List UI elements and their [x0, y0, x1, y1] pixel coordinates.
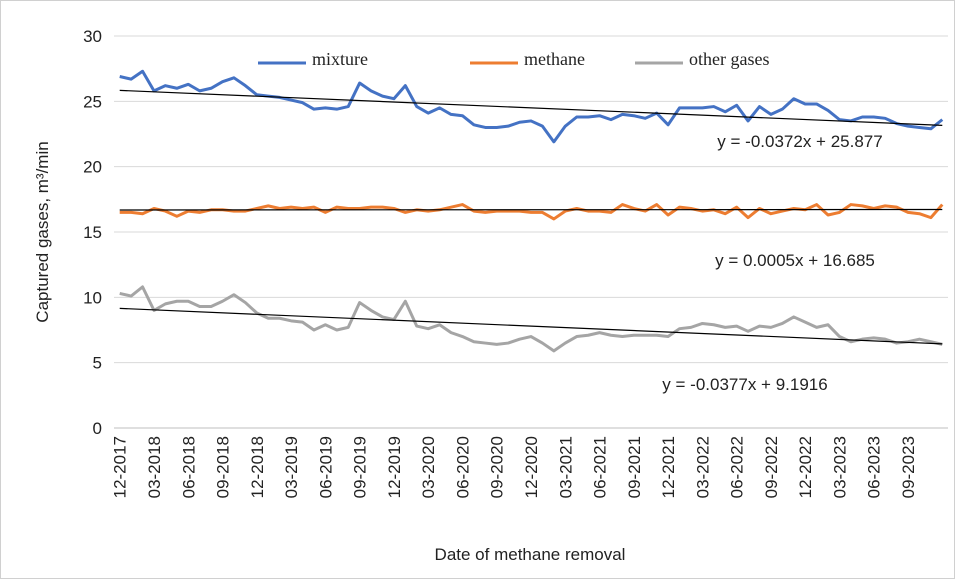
x-tick-label: 09-2021 — [625, 436, 644, 498]
y-axis-title: Captured gases, m³/min — [33, 141, 52, 322]
series-line — [119, 69, 944, 144]
x-tick-label: 03-2022 — [693, 436, 712, 498]
x-tick-label: 12-2018 — [248, 436, 267, 498]
x-tick-label: 03-2020 — [419, 436, 438, 498]
x-axis-title: Date of methane removal — [435, 545, 626, 564]
x-tick-label: 06-2018 — [179, 436, 198, 498]
x-tick-label: 06-2020 — [453, 436, 472, 498]
x-tick-label: 09-2022 — [762, 436, 781, 498]
x-tick-label: 12-2017 — [111, 436, 130, 498]
x-tick-label: 03-2021 — [556, 436, 575, 498]
x-tick-label: 09-2020 — [488, 436, 507, 498]
y-tick-label: 0 — [93, 419, 102, 438]
y-tick-label: 25 — [83, 92, 102, 111]
y-tick-label: 5 — [93, 354, 102, 373]
x-tick-label: 06-2022 — [728, 436, 747, 498]
x-tick-label: 06-2019 — [316, 436, 335, 498]
y-tick-label: 20 — [83, 158, 102, 177]
trendline-equation: y = -0.0372x + 25.877 — [717, 132, 882, 151]
y-tick-label: 30 — [83, 27, 102, 46]
x-tick-label: 12-2022 — [796, 436, 815, 498]
x-tick-label: 12-2019 — [385, 436, 404, 498]
x-tick-label: 03-2023 — [830, 436, 849, 498]
x-tick-label: 09-2023 — [899, 436, 918, 498]
legend-label: mixture — [312, 49, 368, 69]
x-tick-label: 09-2019 — [351, 436, 370, 498]
x-tick-label: 06-2021 — [591, 436, 610, 498]
x-tick-label: 06-2023 — [865, 436, 884, 498]
y-tick-label: 10 — [83, 288, 102, 307]
x-tick-label: 09-2018 — [214, 436, 233, 498]
legend-label: methane — [524, 49, 585, 69]
trendline-equation: y = 0.0005x + 16.685 — [715, 251, 875, 270]
y-tick-label: 15 — [83, 223, 102, 242]
x-tick-label: 12-2020 — [522, 436, 541, 498]
x-tick-label: 03-2019 — [282, 436, 301, 498]
series-line — [119, 285, 943, 353]
trendline — [119, 307, 943, 345]
trendline-equation: y = -0.0377x + 9.1916 — [662, 375, 827, 394]
trendline — [119, 89, 943, 126]
legend-label: other gases — [689, 49, 769, 69]
x-tick-label: 03-2018 — [145, 436, 164, 498]
x-tick-label: 12-2021 — [659, 436, 678, 498]
